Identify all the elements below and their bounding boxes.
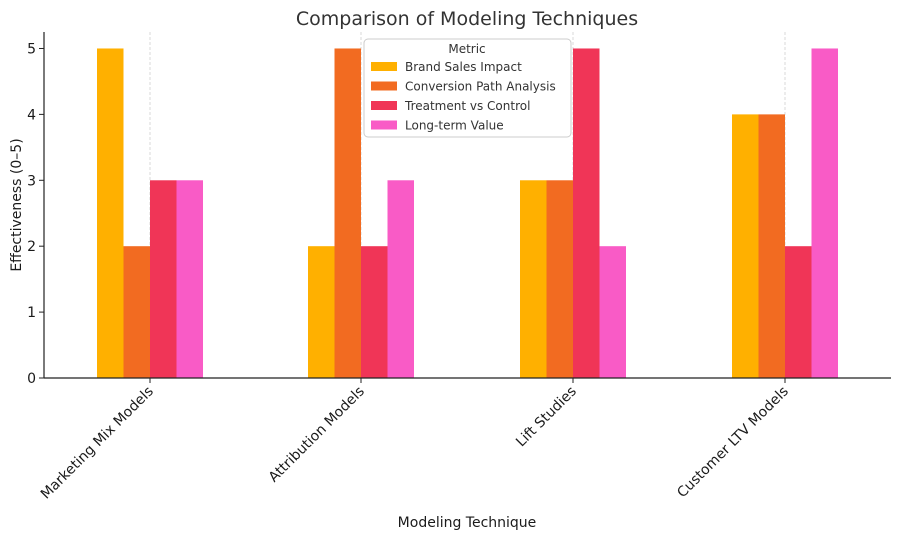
- bar-series3-cat1: [387, 180, 414, 378]
- bars: [97, 48, 838, 378]
- x-tick-label-1: Attribution Models: [266, 384, 368, 486]
- bar-series1-cat1: [334, 48, 361, 378]
- bar-series3-cat2: [599, 246, 626, 378]
- legend-entry-3: Long-term Value: [405, 119, 504, 133]
- bar-series2-cat2: [573, 48, 600, 378]
- legend-box: [363, 38, 572, 138]
- legend-entry-1: Conversion Path Analysis: [405, 80, 556, 94]
- legend-swatch-1: [371, 81, 397, 91]
- x-tick-label-3: Customer LTV Models: [674, 384, 792, 502]
- legend-swatch-2: [371, 101, 397, 110]
- x-tick-label-2: Lift Studies: [513, 384, 580, 451]
- y-tick-label-2: 2: [27, 239, 36, 255]
- bar-series2-cat0: [150, 180, 177, 378]
- y-ticks: 0 1 2 3 4 5: [27, 41, 44, 387]
- bar-series3-cat0: [176, 180, 203, 378]
- legend: Metric Brand Sales Impact Conversion Path…: [363, 38, 572, 138]
- legend-entry-2: Treatment vs Control: [404, 99, 530, 113]
- bar-series0-cat3: [732, 114, 759, 378]
- legend-swatch-0: [371, 62, 397, 71]
- bar-series2-cat1: [361, 246, 388, 378]
- bar-series0-cat1: [308, 246, 335, 378]
- y-tick-label-0: 0: [27, 371, 36, 387]
- y-axis-label: Effectiveness (0–5): [9, 138, 25, 271]
- y-tick-label-3: 3: [27, 173, 36, 189]
- y-tick-label-4: 4: [27, 107, 36, 123]
- x-ticks: Marketing Mix Models Attribution Models Li…: [38, 378, 792, 502]
- y-tick-label-1: 1: [27, 305, 36, 321]
- x-tick-label-0: Marketing Mix Models: [38, 384, 157, 503]
- y-tick-label-5: 5: [27, 41, 36, 57]
- chart-title: Comparison of Modeling Techniques: [296, 8, 638, 30]
- axes: [43, 32, 891, 379]
- bar-series0-cat2: [520, 180, 547, 378]
- legend-entry-0: Brand Sales Impact: [405, 60, 522, 74]
- bar-series1-cat0: [123, 246, 150, 378]
- bar-series0-cat0: [97, 48, 124, 378]
- bar-series1-cat3: [758, 114, 785, 378]
- bar-series1-cat2: [546, 180, 573, 378]
- bar-series3-cat3: [811, 48, 838, 378]
- x-axis-label: Modeling Technique: [398, 515, 537, 531]
- bar-series2-cat3: [785, 246, 812, 378]
- legend-title: Metric: [448, 42, 485, 56]
- legend-swatch-3: [371, 120, 397, 130]
